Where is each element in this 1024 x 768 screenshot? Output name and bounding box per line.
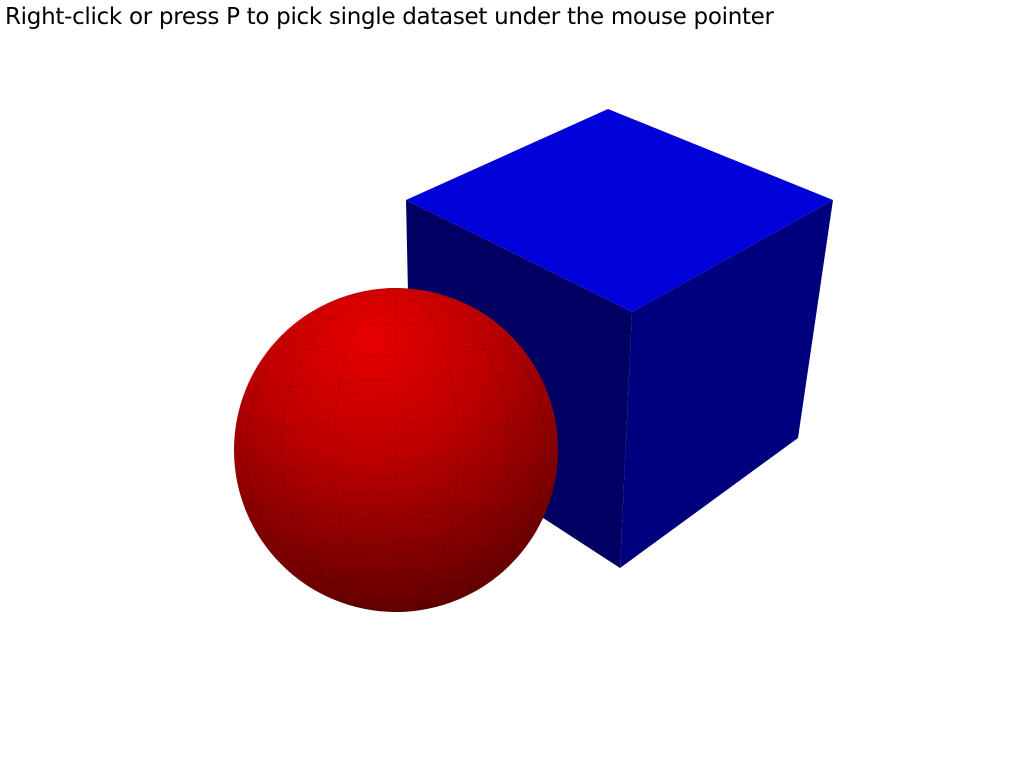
cube-face-right[interactable] xyxy=(620,200,833,568)
sphere-longitude-line xyxy=(280,288,512,612)
sphere-latitude-line xyxy=(239,463,553,521)
cube-face-top[interactable] xyxy=(406,109,833,312)
instruction-text: Right-click or press P to pick single da… xyxy=(5,4,774,30)
sphere-latitude-line xyxy=(353,598,439,612)
sphere-longitude-line xyxy=(333,288,459,612)
sphere-latitude-line xyxy=(234,420,558,480)
sphere-longitude-line xyxy=(280,288,512,612)
sphere-longitude-line xyxy=(333,288,459,612)
sphere-mesh[interactable] xyxy=(234,286,558,614)
sphere-latitude-line xyxy=(280,314,512,357)
sphere-longitude-line xyxy=(245,288,547,612)
sphere-latitude-line xyxy=(314,294,478,325)
sphere-longitude-line xyxy=(245,288,547,612)
sphere-body[interactable] xyxy=(234,288,558,612)
sphere-latitude-line xyxy=(239,379,553,437)
sphere-latitude-line xyxy=(280,543,512,586)
sphere-latitude-line xyxy=(353,288,439,302)
